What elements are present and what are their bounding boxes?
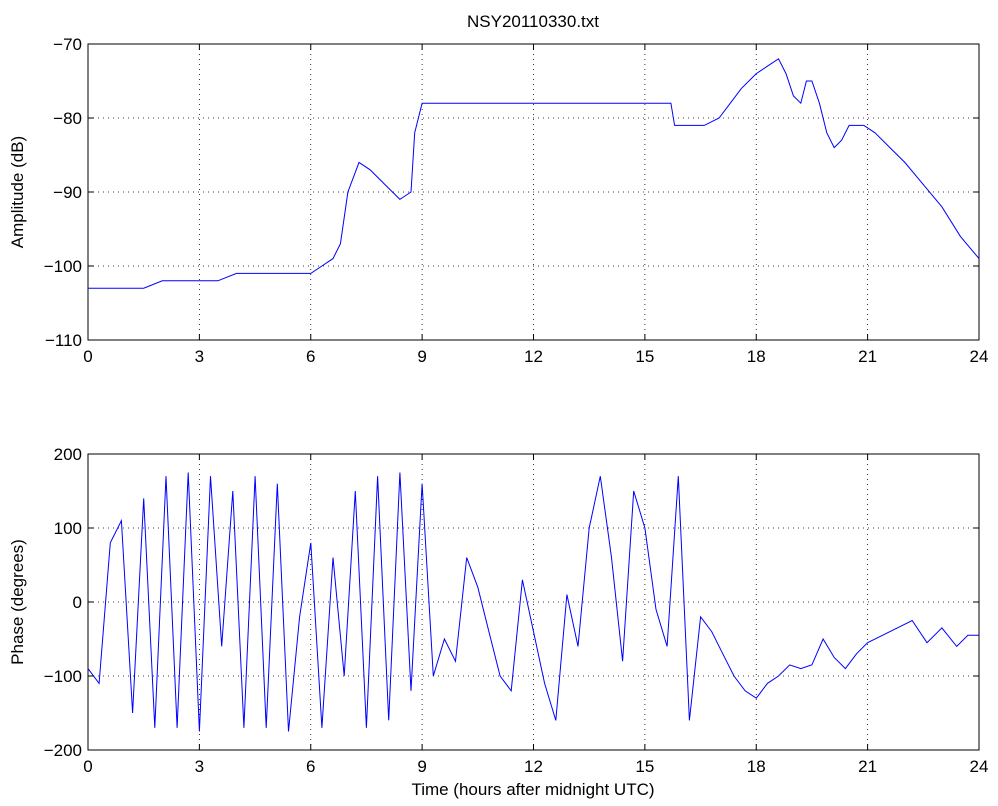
phase-y-axis-label: Phase (degrees) xyxy=(8,539,27,665)
phase-xtick-label: 24 xyxy=(970,757,989,776)
phase-x-axis-label: Time (hours after midnight UTC) xyxy=(411,780,654,799)
amplitude-xtick-label: 24 xyxy=(970,347,989,366)
phase-series-line xyxy=(87,472,979,732)
phase-xtick-label: 15 xyxy=(635,757,654,776)
phase-grid xyxy=(88,454,979,750)
phase-panel: 0 3 6 9 12 15 18 21 24 −200 −100 0 100 200 Phase (deg… xyxy=(8,445,988,799)
phase-xtick-label: 18 xyxy=(747,757,766,776)
phase-xtick-label: 21 xyxy=(858,757,877,776)
amplitude-xtick-label: 18 xyxy=(747,347,766,366)
phase-series xyxy=(87,472,979,732)
chart-title: NSY20110330.txt xyxy=(467,12,599,31)
phase-ytick-label: 200 xyxy=(54,445,82,464)
amplitude-xtick-label: 21 xyxy=(858,347,877,366)
amplitude-ytick-label: −70 xyxy=(53,35,82,54)
amplitude-ytick-label: −100 xyxy=(44,257,82,276)
amplitude-xtick-label: 3 xyxy=(195,347,204,366)
amplitude-ytick-label: −80 xyxy=(53,109,82,128)
phase-ytick-label: 100 xyxy=(54,519,82,538)
amplitude-xtick-label: 15 xyxy=(635,347,654,366)
amplitude-ticks: 0 3 6 9 12 15 18 21 24 −110 −100 −90 −80 −70 xyxy=(44,35,989,366)
phase-ticks: 0 3 6 9 12 15 18 21 24 −200 −100 0 100 200 xyxy=(44,445,989,776)
phase-xtick-label: 6 xyxy=(306,757,315,776)
amplitude-xtick-label: 6 xyxy=(306,347,315,366)
phase-ytick-label: −200 xyxy=(44,741,82,760)
amplitude-xtick-label: 9 xyxy=(417,347,426,366)
amplitude-y-axis-label: Amplitude (dB) xyxy=(8,136,27,248)
amplitude-xtick-label: 0 xyxy=(83,347,92,366)
amplitude-series xyxy=(88,58,980,289)
phase-xtick-label: 0 xyxy=(83,757,92,776)
amplitude-series-line xyxy=(88,58,980,289)
phase-ytick-label: 0 xyxy=(73,593,82,612)
amplitude-panel: 0 3 6 9 12 15 18 21 24 −110 −100 −90 −80 −70 Amplitud… xyxy=(8,35,988,366)
amplitude-xtick-label: 12 xyxy=(524,347,543,366)
phase-xtick-label: 3 xyxy=(195,757,204,776)
amplitude-grid xyxy=(88,44,979,340)
amplitude-ytick-label: −110 xyxy=(45,331,82,350)
phase-ytick-label: −100 xyxy=(44,667,82,686)
amplitude-ytick-label: −90 xyxy=(53,183,82,202)
phase-xtick-label: 12 xyxy=(524,757,543,776)
phase-xtick-label: 9 xyxy=(417,757,426,776)
